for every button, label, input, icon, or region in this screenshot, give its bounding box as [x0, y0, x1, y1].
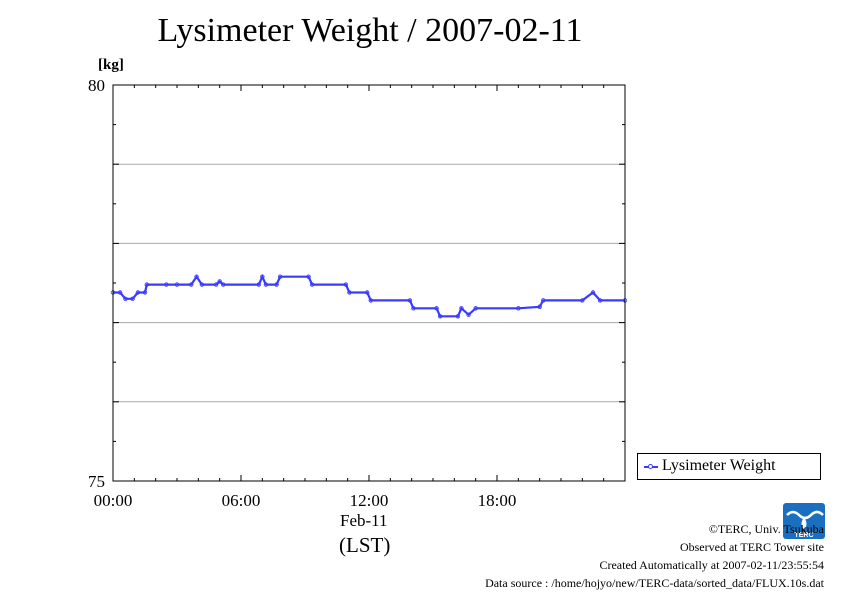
data-point	[174, 282, 180, 287]
data-point	[213, 282, 219, 287]
data-point	[590, 290, 596, 295]
y-tick-label: 75	[88, 472, 105, 491]
data-point	[144, 282, 149, 287]
x-tick-label: 06:00	[222, 491, 261, 510]
data-point	[541, 298, 546, 303]
legend: Lysimeter Weight	[637, 453, 821, 480]
data-point	[459, 306, 464, 311]
data-point	[194, 274, 199, 279]
data-point	[142, 290, 148, 295]
data-point	[466, 312, 471, 317]
data-point	[306, 274, 311, 279]
credit-observed: Observed at TERC Tower site	[679, 540, 824, 554]
data-point	[455, 314, 461, 319]
credit-copyright: ©TERC, Univ. Tsukuba	[708, 522, 824, 536]
credit-created: Created Automatically at 2007-02-11/23:5…	[599, 558, 824, 572]
data-point	[123, 296, 128, 302]
data-point	[256, 282, 261, 287]
data-point	[597, 298, 603, 303]
chart-title: Lysimeter Weight / 2007-02-11	[157, 12, 583, 49]
y-tick-label: 80	[88, 76, 105, 95]
data-point	[473, 306, 478, 311]
data-point	[347, 290, 352, 295]
data-point	[437, 314, 443, 319]
data-point	[117, 290, 123, 295]
y-axis-unit-label: [kg]	[98, 57, 124, 73]
data-point	[130, 296, 135, 302]
data-point	[343, 282, 349, 287]
data-point	[368, 298, 373, 303]
data-point	[189, 282, 194, 287]
legend-swatch	[644, 464, 658, 469]
data-point	[516, 306, 521, 311]
data-point	[263, 282, 269, 287]
data-point	[135, 290, 141, 295]
x-tick-label: 12:00	[350, 491, 389, 510]
data-point	[309, 282, 315, 287]
x-tick-label: 18:00	[478, 491, 517, 510]
credits: ©TERC, Univ. Tsukuba Observed at TERC To…	[485, 520, 824, 592]
data-point	[221, 282, 226, 287]
credit-source: Data source : /home/hojyo/new/TERC-data/…	[485, 576, 824, 590]
series-line	[113, 274, 625, 318]
data-point	[274, 282, 279, 287]
data-point	[434, 306, 439, 311]
data-point	[407, 298, 413, 303]
data-point	[217, 279, 222, 284]
legend-label: Lysimeter Weight	[662, 457, 776, 474]
data-point	[580, 298, 585, 303]
x-tick-label: 00:00	[94, 491, 133, 510]
svg-text:TERC: TERC	[794, 532, 813, 539]
data-point	[537, 304, 542, 309]
data-point	[277, 274, 283, 279]
data-point	[365, 290, 370, 295]
x-timezone-label: (LST)	[339, 533, 391, 557]
data-point	[164, 282, 169, 287]
x-date-label: Feb-11	[340, 511, 388, 530]
data-point	[260, 274, 265, 279]
data-point	[199, 282, 205, 287]
terc-logo: TERC	[783, 503, 825, 539]
data-point	[411, 306, 416, 311]
